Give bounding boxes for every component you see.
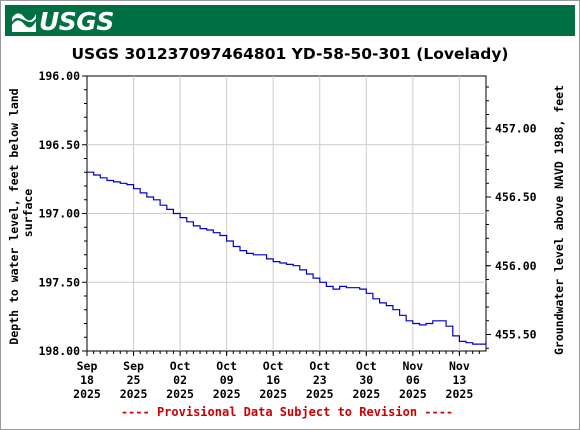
- x-tick-label-line: 16: [266, 373, 280, 387]
- x-tick-label-line: 18: [80, 373, 94, 387]
- series-line-water-level: [87, 171, 487, 345]
- x-tick-label-line: Oct: [170, 359, 191, 373]
- usgs-logo-text: USGS: [39, 6, 114, 36]
- chart-title: USGS 301237097464801 YD-58-50-301 (Lovel…: [71, 45, 508, 63]
- x-tick-label-line: Oct: [309, 359, 330, 373]
- left-axis-label: Depth to water level, feet below land su…: [7, 81, 35, 344]
- x-tick-label: Oct 09 2025: [213, 359, 241, 401]
- x-tick-label: Nov 13 2025: [446, 359, 474, 401]
- gridlines-vertical: [133, 76, 460, 351]
- x-tick-label-line: 13: [452, 373, 466, 387]
- left-tick-label: 196.00: [38, 69, 80, 83]
- x-tick-label-line: 2025: [120, 387, 148, 401]
- x-tick-label-line: 2025: [306, 387, 334, 401]
- left-tick-label: 197.00: [38, 207, 80, 221]
- x-tick-label-line: 2025: [352, 387, 380, 401]
- provisional-note: ---- Provisional Data Subject to Revisio…: [121, 405, 453, 419]
- x-tick-label-line: 2025: [399, 387, 427, 401]
- left-tick-label: 197.50: [38, 275, 80, 289]
- usgs-logo[interactable]: USGS: [11, 6, 114, 36]
- gridlines-horizontal: [87, 144, 486, 283]
- x-tick-label-line: Nov: [402, 359, 423, 373]
- x-tick-label-line: 2025: [446, 387, 474, 401]
- x-tick-label-line: 2025: [213, 387, 241, 401]
- x-tick-label: Sep 25 2025: [120, 359, 148, 401]
- usgs-banner: USGS: [5, 5, 575, 36]
- right-tick-label: 455.50: [495, 328, 537, 342]
- x-tick-label-line: Nov: [449, 359, 470, 373]
- right-tick-label: 457.00: [495, 121, 537, 135]
- x-tick-label: Oct 02 2025: [166, 359, 194, 401]
- x-tick-label: Oct 23 2025: [306, 359, 334, 401]
- x-tick-label-line: 2025: [259, 387, 287, 401]
- left-tick-label: 196.50: [38, 138, 80, 152]
- x-tick-label-line: Oct: [356, 359, 377, 373]
- x-tick-label: Sep 18 2025: [73, 359, 101, 401]
- left-axis-label-line-2: surface: [21, 189, 35, 238]
- x-tick-label-line: 09: [220, 373, 234, 387]
- x-tick-label-line: Sep: [123, 359, 144, 373]
- x-tick-label: Nov 06 2025: [399, 359, 427, 401]
- left-axis-ticks: 196.00 196.50 197.00 197.50 198.00: [38, 69, 87, 358]
- x-tick-label-line: 30: [359, 373, 373, 387]
- x-tick-label-line: 02: [173, 373, 187, 387]
- series-layer: [87, 171, 487, 345]
- x-tick-label: Oct 16 2025: [259, 359, 287, 401]
- left-tick-label: 198.00: [38, 344, 80, 358]
- x-tick-label: Oct 30 2025: [352, 359, 380, 401]
- x-tick-label-line: Sep: [77, 359, 98, 373]
- x-tick-label-line: Oct: [263, 359, 284, 373]
- x-tick-label-line: 23: [313, 373, 327, 387]
- x-tick-label-line: 06: [406, 373, 420, 387]
- usgs-wave-icon: [12, 13, 36, 32]
- left-axis-label-line-1: Depth to water level, feet below land: [7, 88, 21, 344]
- x-tick-label-line: 2025: [166, 387, 194, 401]
- right-axis-label: Groundwater level above NAVD 1988, feet: [552, 85, 566, 355]
- x-tick-label-line: Oct: [216, 359, 237, 373]
- right-tick-label: 456.00: [495, 259, 537, 273]
- right-tick-label: 456.50: [495, 190, 537, 204]
- x-tick-label-line: 2025: [73, 387, 101, 401]
- right-axis-ticks: 457.00 456.50 456.00 455.50: [486, 86, 537, 349]
- x-tick-label-line: 25: [127, 373, 141, 387]
